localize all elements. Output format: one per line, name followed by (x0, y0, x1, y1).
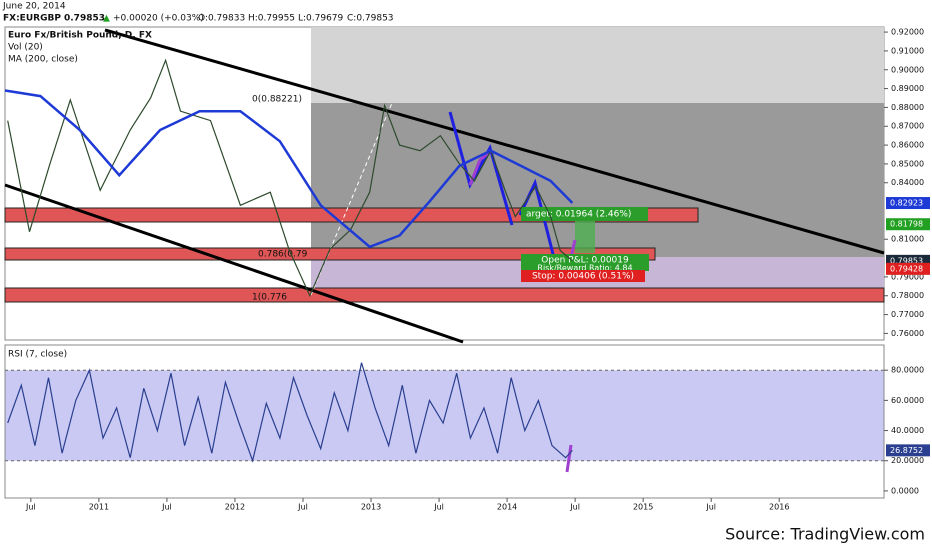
price-tag (886, 218, 930, 231)
price-tag-label: 0.81798 (890, 220, 923, 229)
subtitle: Vol (20) (8, 43, 43, 53)
wave-drawing (565, 444, 573, 473)
y-tick-label: 60.0000 (891, 396, 924, 405)
y-tick-label: 0.78000 (891, 291, 924, 300)
price-tag-label: 0.79853 (890, 256, 923, 265)
pnl-label: Open P&L: 0.00019 (541, 256, 629, 266)
y-tick-label: 0.84000 (891, 178, 924, 187)
last: 0.79853 (64, 14, 105, 24)
x-tick-label: Jul (25, 503, 36, 512)
fib-label: 0(0.88221) (252, 95, 302, 105)
rr-label: Risk/Reward Ratio: 4.84 (537, 264, 632, 273)
y-tick-label: 0.88000 (891, 103, 924, 112)
target-label: arget: 0.01964 (2.46%) (526, 210, 631, 220)
y-tick-label: 80.0000 (891, 366, 924, 375)
change: +0.00020 (+0.03%) (113, 14, 204, 24)
series-line (7, 362, 573, 463)
price-tag (886, 197, 930, 210)
y-tick-label: 0.87000 (891, 122, 924, 131)
chart-title: Euro Fx/British Pound, D, FX (8, 31, 152, 41)
y-tick-label: 0.77000 (891, 310, 924, 319)
fib-label: 1(0.776 (252, 293, 287, 303)
x-tick-label: 2013 (361, 503, 381, 512)
x-tick-label: 2015 (633, 503, 653, 512)
close: C:0.79853 (347, 14, 394, 24)
price-tag-label: 0.82923 (890, 199, 923, 208)
series-line (7, 58, 573, 298)
rsi-title: RSI (7, close) (8, 350, 67, 360)
price-tag (886, 254, 930, 267)
x-tick-label: Jul (433, 503, 444, 512)
x-tick-label: 2014 (497, 503, 517, 512)
y-tick-label: 0.90000 (891, 65, 924, 74)
rsi-band (5, 370, 884, 461)
y-tick-label: 20.0000 (891, 456, 924, 465)
trend-line (104, 28, 885, 255)
stop-box (521, 270, 645, 282)
y-tick-label: 40.0000 (891, 426, 924, 435)
stop-label: Stop: 0.00406 (0.51%) (532, 272, 634, 282)
symbol: FX:EURGBP (3, 14, 61, 24)
pnl-box (521, 254, 649, 271)
rsi-tag-label: 26.8752 (890, 446, 923, 455)
price-tag-label: 0.79428 (890, 264, 923, 273)
x-tick-label: Jul (297, 503, 308, 512)
y-tick-label: 0.79000 (891, 272, 924, 281)
x-tick-label: 2012 (225, 503, 245, 512)
x-tick-label: 2016 (769, 503, 789, 512)
y-tick-label: 0.81000 (891, 235, 924, 244)
zone (4, 287, 885, 303)
y-tick-label: 0.0000 (891, 486, 919, 495)
long-target (575, 218, 595, 253)
y-tick-label: 0.85000 (891, 159, 924, 168)
x-tick-label: Jul (569, 503, 580, 512)
fib-label: 0.786(0.79 (258, 250, 308, 260)
y-tick-label: 0.86000 (891, 141, 924, 150)
high: H:0.79955 (248, 14, 295, 24)
rsi-tag (886, 444, 930, 457)
series-line (4, 89, 574, 249)
low: L:0.79679 (298, 14, 344, 24)
wave-drawing (448, 111, 514, 226)
y-tick-label: 0.92000 (891, 28, 924, 37)
price-tag (886, 262, 930, 275)
y-tick-label: 0.91000 (891, 46, 924, 55)
fib-zone (311, 103, 884, 257)
y-tick-label: 0.76000 (891, 329, 924, 338)
source: Source: TradingView.com (725, 525, 925, 544)
target-box (521, 207, 648, 221)
rsi-pane (4, 344, 885, 499)
legend-ma: MA (200, close) (8, 55, 78, 65)
date: June 20, 2014 (2, 2, 66, 12)
up-arrow: ▲ (103, 14, 110, 24)
wave-drawing (518, 178, 557, 263)
open: O:0.79833 (198, 14, 245, 24)
x-tick-label: Jul (705, 503, 716, 512)
zone (4, 247, 656, 261)
fib-zone-top (311, 27, 884, 103)
trend-line (4, 183, 464, 344)
y-tick-label: 0.89000 (891, 84, 924, 93)
x-tick-label: 2011 (89, 503, 109, 512)
x-tick-label: Jul (161, 503, 172, 512)
